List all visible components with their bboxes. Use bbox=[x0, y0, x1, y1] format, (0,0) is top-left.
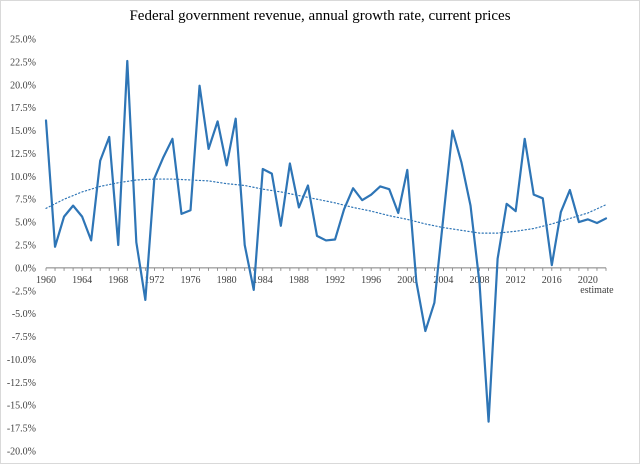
y-tick-label: -10.0% bbox=[7, 355, 36, 366]
y-tick-label: 15.0% bbox=[10, 126, 36, 137]
chart-title: Federal government revenue, annual growt… bbox=[129, 8, 511, 24]
y-tick-label: -7.5% bbox=[12, 332, 36, 343]
estimate-annotation: estimate bbox=[580, 285, 614, 296]
series-line bbox=[44, 59, 608, 423]
y-tick-label: 12.5% bbox=[10, 149, 36, 160]
x-tick-label: 1960 bbox=[36, 275, 56, 286]
x-tick-label: 2016 bbox=[542, 275, 562, 286]
x-axis: 1960 1964 1968 1972 1976 1980 1984 1988 1992 1996… bbox=[36, 267, 607, 286]
y-tick-label: 10.0% bbox=[10, 172, 36, 183]
y-tick-label: -5.0% bbox=[12, 309, 36, 320]
y-tick-label: -17.5% bbox=[7, 424, 36, 435]
x-tick-label: 1984 bbox=[253, 275, 273, 286]
x-tick-label: 1972 bbox=[144, 275, 164, 286]
y-tick-label: -12.5% bbox=[7, 378, 36, 389]
x-tick-label: 2020 bbox=[578, 275, 598, 286]
y-tick-label: -15.0% bbox=[7, 401, 36, 412]
y-tick-label: 25.0% bbox=[10, 35, 36, 46]
x-tick-label: 1988 bbox=[289, 275, 309, 286]
y-tick-label: 5.0% bbox=[15, 218, 36, 229]
y-axis-tick-labels: 25.0% 22.5% 20.0% 17.5% 15.0% 12.5% 10.0% 7.5% 5… bbox=[7, 35, 36, 458]
x-tick-label: 1976 bbox=[181, 275, 201, 286]
y-tick-label: -20.0% bbox=[7, 447, 36, 458]
y-tick-label: 2.5% bbox=[15, 241, 36, 252]
x-tick-label: 2012 bbox=[506, 275, 526, 286]
y-tick-label: 0.0% bbox=[15, 263, 36, 274]
x-tick-label: 1996 bbox=[361, 275, 381, 286]
y-tick-label: -2.5% bbox=[12, 286, 36, 297]
trend-line bbox=[45, 178, 607, 234]
y-tick-label: 17.5% bbox=[10, 103, 36, 114]
x-tick-label: 2004 bbox=[433, 275, 453, 286]
x-tick-label: 1968 bbox=[108, 275, 128, 286]
series-layer bbox=[44, 59, 608, 423]
y-tick-label: 7.5% bbox=[15, 195, 36, 206]
x-tick-label: 2000 bbox=[397, 275, 417, 286]
y-tick-label: 20.0% bbox=[10, 80, 36, 91]
x-tick-label: 1980 bbox=[217, 275, 237, 286]
x-tick-label: 1992 bbox=[325, 275, 345, 286]
x-tick-label: 1964 bbox=[72, 275, 92, 286]
y-tick-label: 22.5% bbox=[10, 57, 36, 68]
